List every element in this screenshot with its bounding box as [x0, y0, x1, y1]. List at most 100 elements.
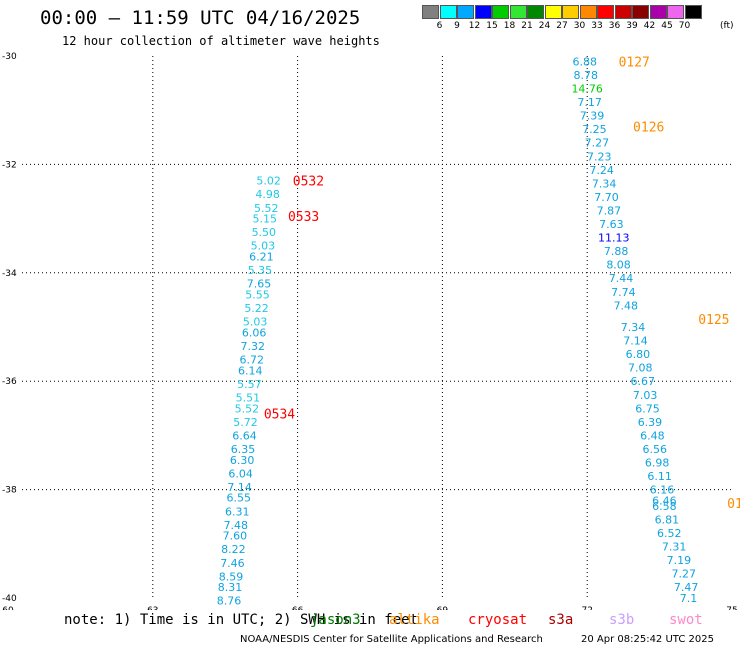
y-tick-label: -32	[2, 160, 17, 170]
data-point-cryosat: 6.06	[242, 326, 267, 339]
y-tick-label: -36	[2, 377, 17, 387]
data-point-altika: 7.34	[621, 321, 646, 334]
data-point-altika: 6.16	[650, 484, 675, 497]
data-point-altika: 7.34	[592, 177, 617, 190]
legend-swatch	[527, 5, 544, 19]
pass-time-label: 0534	[264, 408, 295, 423]
data-point-altika: 7.17	[577, 96, 602, 109]
y-tick-label: -30	[2, 52, 17, 62]
data-point-cryosat: 7.65	[247, 278, 272, 291]
legend-tick-label: 39	[626, 21, 638, 31]
data-point-altika: 7.14	[623, 335, 648, 348]
data-point-altika: 6.58	[652, 500, 677, 513]
footer-timestamp: 20 Apr 08:25:42 UTC 2025	[581, 634, 714, 645]
legend-tick-label: 9	[454, 21, 460, 31]
data-point-cryosat: 6.72	[239, 354, 264, 367]
legend-swatch	[457, 5, 474, 19]
data-point-altika: 7.03	[633, 389, 658, 402]
data-point-altika: 6.81	[655, 513, 680, 526]
data-point-cryosat: 8.22	[221, 543, 246, 556]
data-point-altika: 6.39	[638, 416, 663, 429]
data-point-altika: 11.13	[598, 232, 630, 245]
data-point-cryosat: 5.52	[254, 202, 279, 215]
data-point-cryosat: 5.55	[245, 288, 270, 301]
data-point-cryosat: 5.15	[253, 213, 278, 226]
pass-time-label: 0125	[698, 313, 729, 328]
data-point-cryosat: 7.32	[240, 340, 265, 353]
data-point-altika: 7.27	[585, 137, 610, 150]
legend-swatch	[509, 5, 527, 19]
x-tick-label: 75	[726, 606, 737, 610]
legend-swatch	[614, 5, 632, 19]
data-point-altika: 7.74	[611, 286, 636, 299]
data-point-cryosat: 5.22	[244, 302, 269, 315]
data-point-altika: 6.88	[573, 55, 598, 68]
plot-area: 606366697275-30-32-34-36-38-405.024.985.…	[2, 52, 740, 610]
y-tick-label: -34	[2, 269, 17, 279]
legend-tick-label: 21	[521, 21, 533, 31]
data-point-altika: 8.78	[574, 69, 599, 82]
y-tick-label: -38	[2, 486, 17, 496]
legend-tick-label: 27	[556, 21, 568, 31]
legend-swatch	[579, 5, 597, 19]
legend-tick-label: 36	[608, 21, 621, 31]
data-point-cryosat: 7.46	[220, 557, 245, 570]
legend-unit: (ft)	[720, 21, 734, 31]
note-text: note: 1) Time is in UTC; 2) SWH is in fe…	[64, 612, 419, 628]
data-point-altika: 7.87	[597, 204, 622, 217]
data-point-cryosat: 4.98	[255, 188, 280, 201]
data-point-altika: 7.25	[582, 123, 607, 136]
legend-swatch	[422, 5, 439, 19]
x-tick-label: 69	[437, 606, 449, 610]
data-point-altika: 7.39	[580, 110, 605, 123]
data-point-altika: 7.70	[594, 191, 619, 204]
data-point-altika: 6.52	[657, 527, 682, 540]
data-point-altika: 7.19	[667, 554, 692, 567]
data-point-altika: 7.24	[589, 164, 614, 177]
y-tick-label: -40	[2, 594, 17, 604]
legend-tick-label: 33	[591, 21, 603, 31]
data-point-altika: 6.46	[652, 494, 677, 507]
data-point-cryosat: 6.14	[238, 364, 263, 377]
legend-tick-label: 42	[643, 21, 656, 31]
satellite-legend-jason3: jason3	[310, 612, 361, 628]
data-point-altika: 8.08	[606, 259, 631, 272]
data-point-cryosat: 7.60	[223, 530, 248, 543]
data-point-cryosat: 5.51	[236, 391, 261, 404]
data-point-altika: 6.67	[630, 375, 655, 388]
data-point-cryosat: 5.52	[235, 402, 260, 415]
x-tick-label: 66	[292, 606, 304, 610]
data-point-cryosat: 8.59	[219, 570, 244, 583]
legend-swatch	[562, 5, 579, 19]
data-point-cryosat: 5.72	[233, 416, 258, 429]
satellite-legend-altika: altika	[389, 612, 440, 628]
data-point-cryosat: 6.35	[231, 443, 256, 456]
satellite-legend-s3a: s3a	[548, 612, 574, 628]
legend-tick-label: 70	[678, 21, 691, 31]
legend-swatch	[597, 5, 614, 19]
data-point-altika: 7.27	[671, 568, 696, 581]
pass-time-label: 0532	[293, 175, 324, 190]
data-point-altika: 7.1	[680, 592, 698, 605]
data-point-cryosat: 5.57	[237, 378, 262, 391]
data-point-altika: 7.47	[674, 581, 699, 594]
data-point-altika: 7.08	[628, 362, 653, 375]
legend-swatch	[439, 5, 457, 19]
data-point-cryosat: 6.64	[232, 429, 257, 442]
legend-swatch	[684, 5, 702, 19]
data-point-cryosat: 8.31	[218, 581, 243, 594]
data-point-cryosat: 5.02	[256, 175, 281, 188]
x-tick-label: 63	[147, 606, 158, 610]
data-point-cryosat: 7.14	[227, 481, 252, 494]
legend-tick-label: 30	[573, 21, 586, 31]
satellite-legend-swot: swot	[669, 612, 703, 628]
legend-tick-label: 15	[486, 21, 498, 31]
data-point-altika: 14.76	[571, 83, 603, 96]
legend-tick-label: 6	[436, 21, 443, 31]
data-point-cryosat: 8.76	[217, 595, 242, 608]
data-point-cryosat: 5.03	[251, 240, 276, 253]
data-point-altika: 6.56	[643, 443, 668, 456]
legend-swatch	[544, 5, 562, 19]
pass-time-label: 0126	[633, 120, 664, 135]
x-tick-label: 60	[2, 606, 14, 610]
